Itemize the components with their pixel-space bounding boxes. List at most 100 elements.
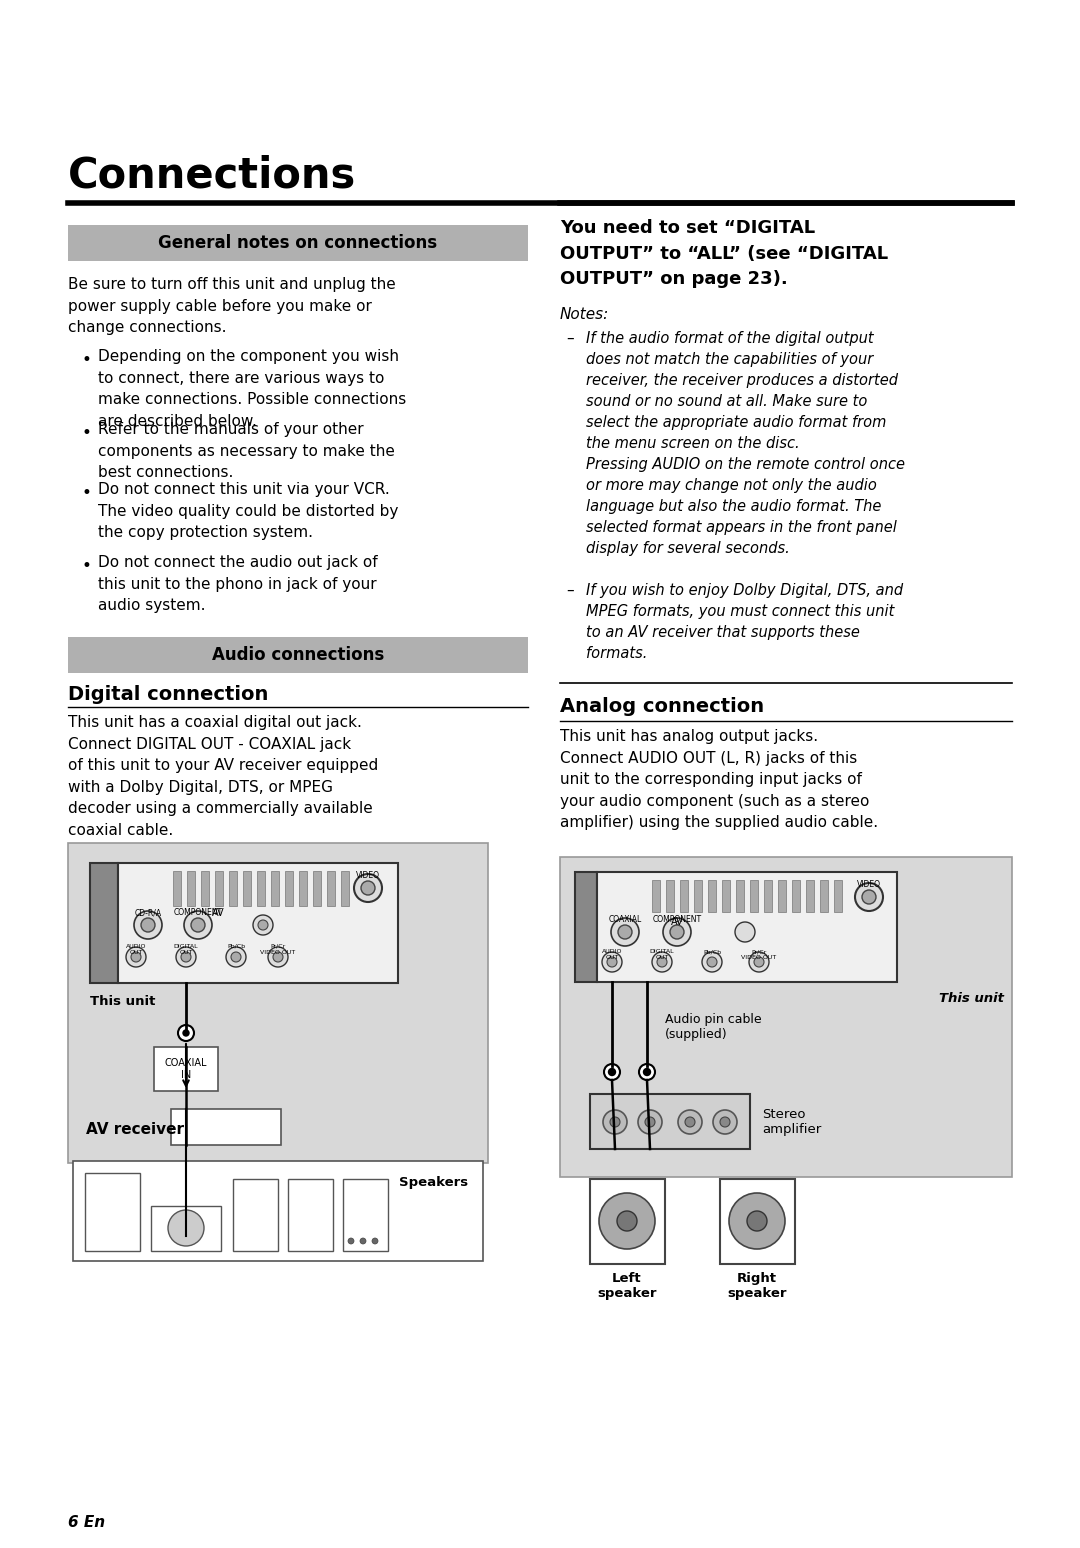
FancyBboxPatch shape — [590, 1180, 665, 1265]
Text: This unit has analog output jacks.
Connect AUDIO OUT (L, R) jacks of this
unit t: This unit has analog output jacks. Conne… — [561, 729, 878, 830]
FancyBboxPatch shape — [73, 1161, 483, 1262]
Circle shape — [729, 1194, 785, 1249]
Circle shape — [258, 920, 268, 930]
Circle shape — [608, 1068, 616, 1076]
Circle shape — [644, 1068, 650, 1076]
FancyBboxPatch shape — [229, 872, 237, 906]
Circle shape — [141, 918, 156, 932]
Circle shape — [610, 1118, 620, 1127]
Circle shape — [360, 1238, 366, 1245]
Text: COMPONENT: COMPONENT — [174, 909, 222, 916]
Circle shape — [747, 1211, 767, 1231]
Circle shape — [663, 918, 691, 946]
Text: Analog connection: Analog connection — [561, 697, 765, 717]
Text: Pr/Cr
VIDEO OUT: Pr/Cr VIDEO OUT — [741, 949, 777, 960]
Text: •: • — [82, 557, 92, 574]
FancyBboxPatch shape — [597, 872, 897, 981]
Circle shape — [184, 912, 212, 940]
Text: Left
speaker: Left speaker — [597, 1272, 657, 1300]
Circle shape — [618, 926, 632, 940]
Circle shape — [707, 957, 717, 968]
Circle shape — [603, 1110, 627, 1135]
Text: Connections: Connections — [68, 155, 356, 197]
Text: Pr/Cr
VIDEO OUT: Pr/Cr VIDEO OUT — [260, 944, 296, 955]
FancyBboxPatch shape — [735, 879, 744, 912]
Circle shape — [181, 952, 191, 961]
Text: This unit has a coaxial digital out jack.
Connect DIGITAL OUT - COAXIAL jack
of : This unit has a coaxial digital out jack… — [68, 715, 378, 837]
Text: Audio connections: Audio connections — [212, 646, 384, 664]
FancyBboxPatch shape — [343, 1180, 388, 1251]
FancyBboxPatch shape — [68, 844, 488, 1163]
FancyBboxPatch shape — [806, 879, 814, 912]
Text: 6 En: 6 En — [68, 1515, 105, 1529]
Circle shape — [268, 947, 288, 968]
Text: CD-R/A: CD-R/A — [134, 909, 162, 916]
Circle shape — [855, 882, 883, 912]
Circle shape — [720, 1118, 730, 1127]
Circle shape — [176, 947, 195, 968]
Circle shape — [604, 1063, 620, 1081]
Text: COMPONENT: COMPONENT — [652, 915, 702, 924]
FancyBboxPatch shape — [666, 879, 674, 912]
Text: DIGITAL
OUT: DIGITAL OUT — [650, 949, 674, 960]
Circle shape — [178, 1025, 194, 1040]
FancyBboxPatch shape — [233, 1180, 278, 1251]
FancyBboxPatch shape — [285, 872, 293, 906]
Circle shape — [602, 952, 622, 972]
Circle shape — [191, 918, 205, 932]
Circle shape — [685, 1118, 696, 1127]
Text: AV receiver: AV receiver — [86, 1121, 184, 1136]
FancyBboxPatch shape — [750, 879, 758, 912]
Circle shape — [134, 912, 162, 940]
Circle shape — [750, 952, 769, 972]
FancyBboxPatch shape — [173, 872, 181, 906]
FancyBboxPatch shape — [299, 872, 307, 906]
Text: Pb/Cb: Pb/Cb — [227, 944, 245, 949]
Circle shape — [183, 1029, 189, 1036]
Text: This unit: This unit — [90, 995, 156, 1008]
Text: Digital connection: Digital connection — [68, 686, 268, 704]
Text: If you wish to enjoy Dolby Digital, DTS, and
MPEG formats, you must connect this: If you wish to enjoy Dolby Digital, DTS,… — [586, 584, 903, 661]
Text: AV: AV — [671, 916, 684, 927]
Text: Audio pin cable
(supplied): Audio pin cable (supplied) — [665, 1012, 761, 1040]
Circle shape — [645, 1118, 654, 1127]
Text: Do not connect this unit via your VCR.
The video quality could be distorted by
t: Do not connect this unit via your VCR. T… — [98, 481, 399, 540]
FancyBboxPatch shape — [820, 879, 828, 912]
Circle shape — [617, 1211, 637, 1231]
Text: DIGITAL
OUT: DIGITAL OUT — [174, 944, 199, 955]
FancyBboxPatch shape — [834, 879, 842, 912]
Text: •: • — [82, 424, 92, 443]
Circle shape — [652, 952, 672, 972]
FancyBboxPatch shape — [68, 224, 528, 262]
Circle shape — [713, 1110, 737, 1135]
Text: •: • — [82, 351, 92, 368]
Circle shape — [638, 1110, 662, 1135]
FancyBboxPatch shape — [118, 862, 399, 983]
Circle shape — [657, 957, 667, 968]
FancyBboxPatch shape — [680, 879, 688, 912]
Circle shape — [372, 1238, 378, 1245]
Circle shape — [226, 947, 246, 968]
FancyBboxPatch shape — [708, 879, 716, 912]
Text: AUDIO
OUT: AUDIO OUT — [602, 949, 622, 960]
Text: Stereo
amplifier: Stereo amplifier — [762, 1107, 821, 1136]
FancyBboxPatch shape — [694, 879, 702, 912]
Text: Notes:: Notes: — [561, 307, 609, 322]
Text: –: – — [566, 584, 573, 598]
Text: COAXIAL
IN: COAXIAL IN — [165, 1057, 207, 1081]
FancyBboxPatch shape — [201, 872, 210, 906]
FancyBboxPatch shape — [271, 872, 279, 906]
Circle shape — [168, 1211, 204, 1246]
Circle shape — [678, 1110, 702, 1135]
Circle shape — [735, 923, 755, 943]
FancyBboxPatch shape — [792, 879, 800, 912]
Text: •: • — [82, 485, 92, 502]
Circle shape — [754, 957, 764, 968]
FancyBboxPatch shape — [590, 1094, 750, 1149]
FancyBboxPatch shape — [288, 1180, 333, 1251]
Text: Pb/Cb: Pb/Cb — [703, 949, 721, 954]
FancyBboxPatch shape — [575, 872, 597, 981]
Circle shape — [354, 875, 382, 902]
FancyBboxPatch shape — [187, 872, 195, 906]
Text: Depending on the component you wish
to connect, there are various ways to
make c: Depending on the component you wish to c… — [98, 348, 406, 429]
